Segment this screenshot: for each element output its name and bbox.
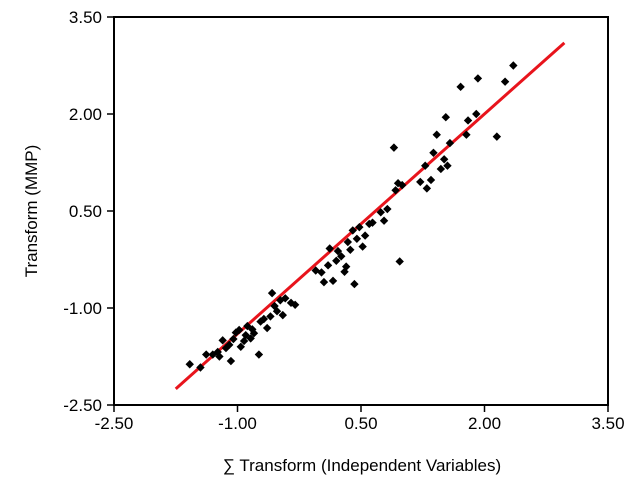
data-point — [393, 178, 403, 188]
data-point — [379, 216, 389, 225]
data-point — [463, 116, 473, 125]
data-point — [229, 334, 238, 344]
data-point — [278, 310, 287, 320]
y-tick-label: -1.00 — [63, 299, 102, 318]
data-point — [432, 130, 441, 139]
data-point — [319, 277, 329, 287]
data-point — [290, 300, 300, 309]
data-point — [231, 328, 241, 337]
data-point — [473, 74, 483, 83]
data-point — [350, 279, 359, 289]
data-point — [239, 336, 249, 346]
data-point — [246, 334, 255, 343]
data-point — [317, 268, 326, 277]
plot-frame — [113, 16, 609, 406]
data-point — [348, 226, 357, 235]
data-point — [225, 340, 234, 350]
y-tick-label: 0.50 — [69, 202, 102, 221]
data-point — [202, 350, 211, 359]
data-point — [272, 307, 282, 316]
data-point — [376, 208, 385, 217]
data-point — [492, 132, 502, 141]
data-point — [343, 237, 353, 247]
data-point — [323, 261, 333, 270]
x-tick-label: -2.50 — [95, 414, 134, 433]
data-point — [426, 175, 436, 185]
data-point — [383, 204, 392, 214]
data-point — [333, 246, 343, 256]
data-point — [500, 77, 510, 86]
data-point — [439, 155, 449, 164]
x-tick-label: 3.50 — [591, 414, 624, 433]
data-point — [422, 184, 432, 193]
data-point — [368, 218, 377, 227]
data-point — [397, 180, 407, 190]
data-point — [259, 314, 269, 324]
data-point — [416, 177, 425, 187]
data-point — [509, 61, 518, 70]
data-point — [462, 130, 471, 139]
x-tick-label: 0.50 — [344, 414, 377, 433]
data-point — [436, 164, 446, 174]
data-point — [358, 242, 367, 251]
y-axis-title: Transform (MMP) — [22, 145, 41, 278]
data-point — [215, 352, 224, 361]
data-point — [249, 329, 259, 338]
data-point — [445, 138, 455, 148]
data-point — [267, 288, 277, 298]
data-point — [352, 234, 362, 244]
data-point — [456, 82, 465, 92]
data-point — [325, 244, 334, 253]
y-tick-label: -2.50 — [63, 396, 102, 415]
data-points-layer — [185, 61, 518, 372]
data-point — [281, 294, 290, 303]
y-tick-label: 2.00 — [69, 105, 102, 124]
data-point — [332, 256, 341, 265]
data-point — [443, 161, 452, 170]
ticks-layer — [107, 16, 609, 412]
data-point — [226, 356, 236, 366]
data-point — [472, 109, 481, 119]
data-point — [441, 113, 451, 122]
data-point — [218, 336, 227, 345]
data-point — [355, 222, 364, 232]
x-tick-label: -1.00 — [218, 414, 257, 433]
data-point — [236, 342, 245, 351]
y-tick-label: 3.50 — [69, 8, 102, 27]
data-point — [337, 252, 346, 261]
data-point — [262, 323, 272, 333]
data-point — [254, 350, 264, 359]
data-point — [346, 245, 355, 254]
data-point — [341, 262, 351, 271]
data-point — [389, 143, 399, 152]
data-point — [328, 276, 338, 286]
data-point — [360, 231, 370, 240]
data-point — [429, 148, 438, 157]
data-point — [196, 363, 205, 372]
data-point — [234, 325, 244, 335]
data-point — [185, 360, 194, 369]
x-axis-title: ∑ Transform (Independent Variables) — [223, 456, 501, 475]
data-point — [391, 186, 400, 195]
tick-labels-layer: -2.50 -1.00 0.50 2.00 3.50 3.50 2.00 0.50 -1.00 -… — [63, 8, 624, 433]
data-point — [421, 161, 430, 170]
data-point — [266, 312, 275, 321]
data-point — [395, 257, 404, 266]
x-tick-label: 2.00 — [468, 414, 501, 433]
